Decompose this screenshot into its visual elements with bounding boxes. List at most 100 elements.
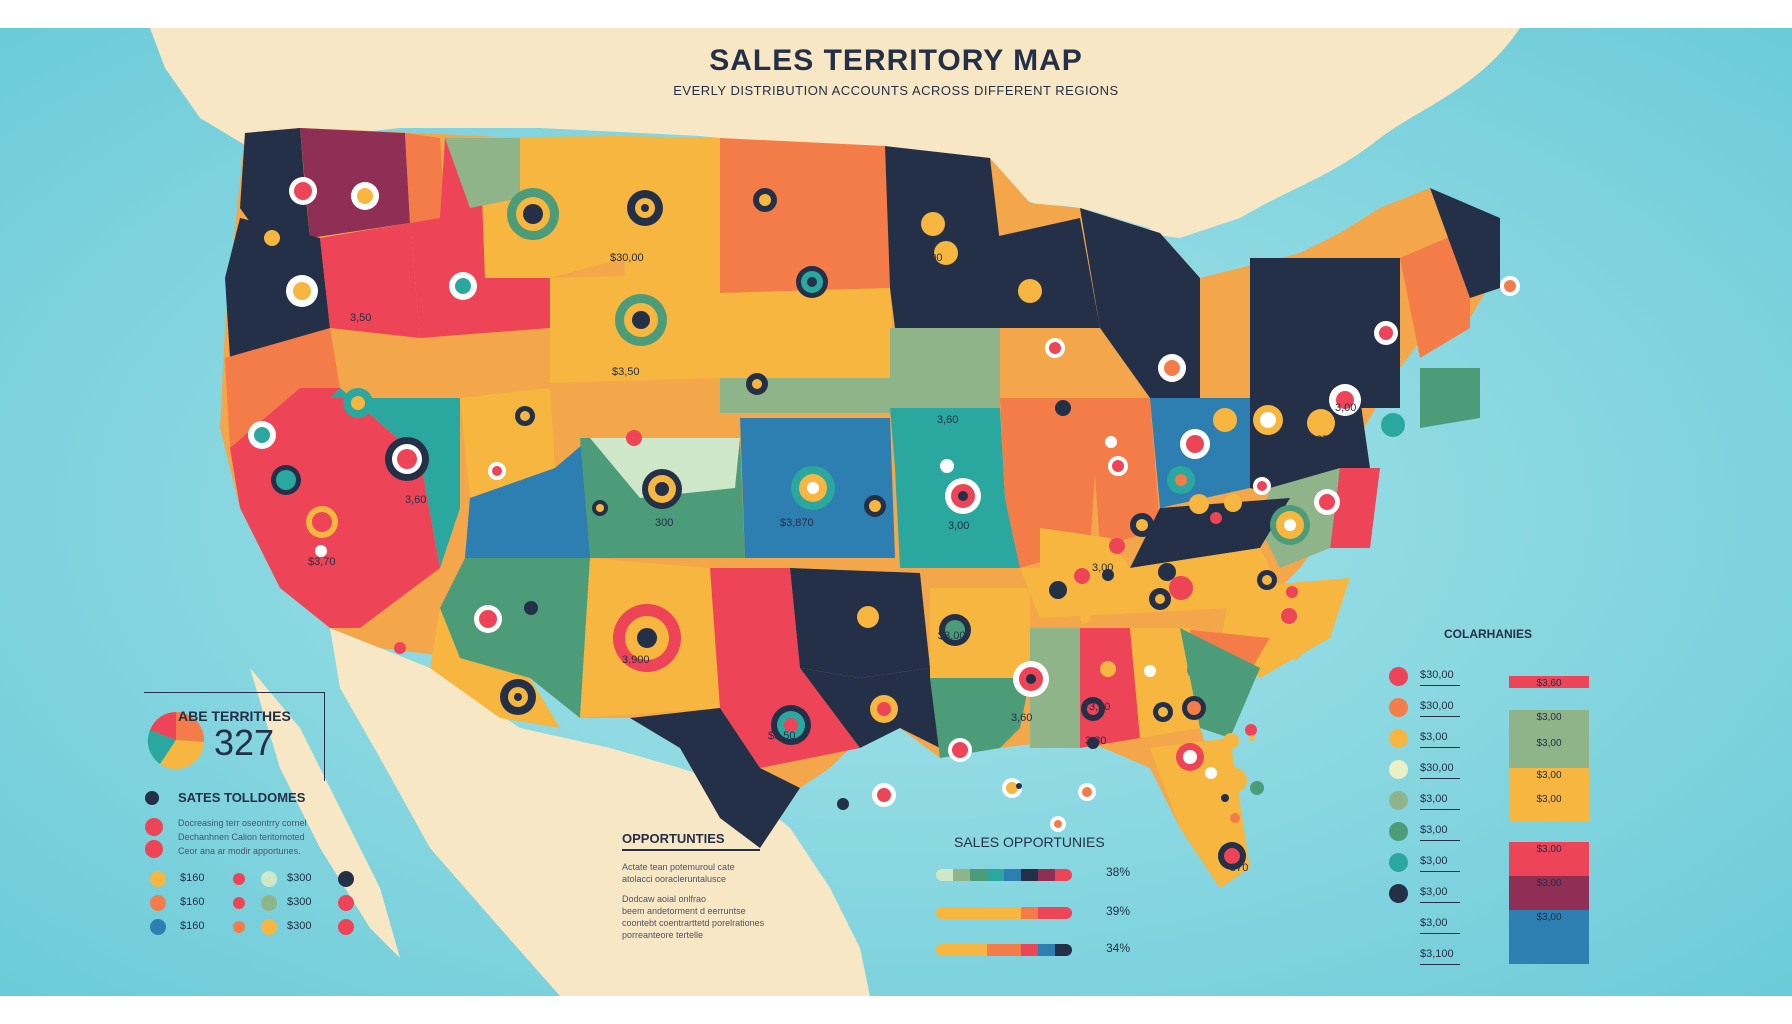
- state-value-label: $3,70: [308, 556, 336, 568]
- right-legend-value: $3,00: [1420, 824, 1448, 836]
- bar-segment: [987, 944, 1004, 956]
- bar-percent: 38%: [1106, 865, 1131, 879]
- state-value-labels: $30,00 3,50 3,00 $3,00 $3,50 3,60 3,60 3…: [295, 252, 1356, 874]
- legend-dot: [338, 871, 354, 887]
- state-value-label: $3,00: [915, 252, 943, 264]
- legend-value: $160: [180, 872, 205, 884]
- opportunities-heading: OPPORTUNTIES: [622, 831, 725, 846]
- right-legend-title: COLARHANIES: [1444, 627, 1533, 641]
- legend-value: $300: [287, 872, 312, 884]
- right-legend-underline: [1420, 902, 1460, 903]
- territory-map: $30,00 3,50 3,00 $3,00 $3,50 3,60 3,60 3…: [0, 28, 1792, 996]
- opportunities-divider: [622, 849, 760, 851]
- right-legend-underline: [1420, 747, 1460, 748]
- territories-card: [144, 692, 325, 781]
- right-scale-block: [1509, 736, 1589, 768]
- map-markers: [248, 177, 1520, 870]
- right-scale-block: [1509, 792, 1589, 822]
- legend-title-icon: [145, 791, 159, 805]
- bar-segment: [970, 869, 987, 881]
- canada-land: [150, 28, 1520, 238]
- legend-value: $160: [180, 920, 205, 932]
- right-legend-dot: [1389, 822, 1408, 841]
- mexico-land: [330, 628, 870, 996]
- opportunities-text: coontebt coentrarttetd porelrationes: [622, 918, 765, 928]
- legend-dot: [233, 897, 245, 909]
- opportunities-text: beem andetorment d eerruntse: [622, 906, 746, 916]
- legend-dot: [261, 919, 277, 935]
- left-legend-desc: Ceor ana ar modir apportunes.: [178, 846, 301, 856]
- bar-segment: [953, 869, 970, 881]
- right-legend-dot: [1389, 791, 1408, 810]
- map-title: SALES TERRITORY MAP: [709, 44, 1083, 77]
- right-legend-underline: [1420, 964, 1460, 965]
- left-legend-title: SATES TOLLDOMES: [178, 790, 306, 805]
- opportunities-text: Dodcaw aoial onlfrao: [622, 894, 707, 904]
- bar-segment: [1055, 907, 1072, 919]
- right-legend-underline: [1420, 840, 1460, 841]
- bar-segment: [936, 944, 953, 956]
- right-scale-label: $3,00: [1536, 712, 1562, 723]
- right-legend-value: $3,00: [1420, 793, 1448, 805]
- legend-dot: [150, 895, 166, 911]
- bar-segment: [953, 944, 970, 956]
- opportunities-text: porreanteore tertelle: [622, 930, 704, 940]
- legend-dot: [233, 873, 245, 885]
- territories-pie-icon: [147, 711, 205, 770]
- bar-segment: [1038, 907, 1055, 919]
- state-value-label: 3,60: [405, 494, 426, 506]
- right-legend-dot: [1389, 698, 1408, 717]
- bar-segment: [987, 907, 1004, 919]
- state-value-label: 3,00: [1092, 562, 1113, 574]
- right-scale-label: $3,00: [1536, 770, 1562, 781]
- right-legend-dot: [1389, 884, 1408, 903]
- bar-segment: [1021, 944, 1038, 956]
- state-value-label: 3,900: [622, 654, 650, 666]
- bar-segment: [1038, 944, 1055, 956]
- state-regions: [225, 128, 1500, 888]
- opportunities-text: Actate tean potemuroul cate: [622, 862, 735, 872]
- state-value-label: $3,50: [612, 366, 640, 378]
- state-value-label: $3,50: [768, 730, 796, 742]
- bar-segment: [1021, 869, 1038, 881]
- right-legend-value: $30,00: [1420, 700, 1454, 712]
- bar-segment: [1004, 944, 1021, 956]
- right-legend-underline: [1420, 809, 1460, 810]
- legend-dot: [233, 921, 245, 933]
- right-legend-dot: [1389, 729, 1408, 748]
- right-scale-block: [1509, 936, 1589, 964]
- right-legend-dot: [1389, 853, 1408, 872]
- right-legend-underline: [1420, 685, 1460, 686]
- state-value-label: 3,20: [1089, 701, 1110, 713]
- bar-segment: [970, 944, 987, 956]
- bar-segment: [953, 907, 970, 919]
- legend-marker-icon: [145, 818, 163, 836]
- legend-dot: [338, 895, 354, 911]
- bar-segment: [970, 907, 987, 919]
- right-scale-label: $3,00: [1536, 738, 1562, 749]
- left-legend-desc: Dechanhnen Calion teritomoted: [178, 832, 305, 842]
- right-scale-label: $3,00: [1536, 912, 1562, 923]
- state-value-label: 3,00: [1335, 402, 1356, 414]
- legend-dot: [261, 871, 277, 887]
- right-legend-underline: [1420, 716, 1460, 717]
- right-scale-label: $3,00: [1536, 844, 1562, 855]
- state-value-label: $3,870: [1301, 434, 1335, 446]
- baja-land: [250, 668, 400, 958]
- right-legend-value: $3,00: [1420, 731, 1448, 743]
- right-scale-label: $3,60: [1536, 678, 1562, 689]
- right-legend-value: $3,00: [1420, 917, 1448, 929]
- bar-segment: [1055, 944, 1072, 956]
- right-scale-block: [1509, 842, 1589, 876]
- legend-dot: [338, 919, 354, 935]
- sales-opportunities-title: SALES OPPORTUNIES: [954, 834, 1105, 850]
- bar-segment: [1004, 907, 1021, 919]
- right-legend-underline: [1420, 778, 1460, 779]
- right-legend-underline: [1420, 871, 1460, 872]
- legend-dot: [150, 919, 166, 935]
- state-value-label: 300: [655, 517, 673, 529]
- legend-value: $300: [287, 920, 312, 932]
- state-value-label: $3,870: [780, 517, 814, 529]
- state-value-label: 3,00: [948, 520, 969, 532]
